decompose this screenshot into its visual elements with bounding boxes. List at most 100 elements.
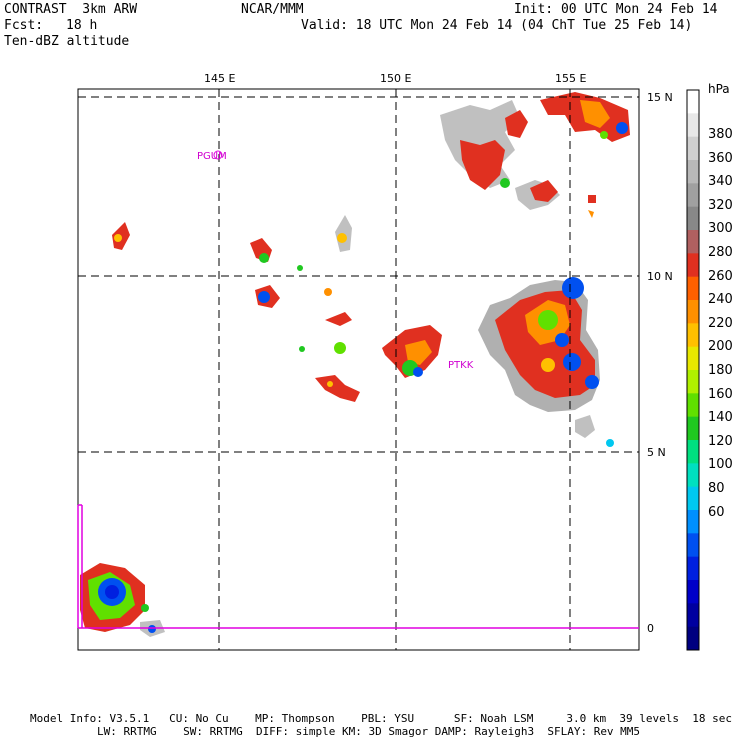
colorbar-tick-label: 120 [708,433,733,449]
precip-core [606,439,614,447]
precip-core [538,310,558,330]
precip-core [324,288,332,296]
lat-label-10: 10 N [647,270,673,283]
forecast-label: Fcst: [4,18,44,33]
domain-boundary [77,504,639,629]
colorbar-tick-label: 220 [708,315,733,331]
precip-cell [580,100,610,128]
station-pgum: PGUM [197,151,227,162]
colorbar-swatch [687,253,699,278]
precip-cells [80,92,630,637]
colorbar-swatch [687,136,699,161]
precip-core [258,291,270,303]
lon-label-155: 155 E [555,72,587,85]
precip-cell [588,210,594,218]
footer-physics-info: LW: RRTMG SW: RRTMG DIFF: simple KM: 3D … [97,725,641,738]
colorbar-swatch [687,206,699,231]
precip-core [297,265,303,271]
colorbar-swatch [687,370,699,394]
precip-core [259,253,269,263]
colorbar-swatch [687,626,699,651]
colorbar-tick-label: 280 [708,245,733,260]
colorbar-swatch [687,556,699,581]
precip-core [337,233,347,243]
lat-label-5: 5 N [647,446,666,459]
colorbar-swatch [687,393,699,418]
title-center: NCAR/MMM [241,2,304,17]
precip-cell [575,415,595,438]
precip-core [334,342,346,354]
station-ptkk: PTKK [448,360,474,371]
precip-core [114,234,122,242]
precip-core [148,625,156,633]
field-name: Ten-dBZ altitude [4,34,130,49]
lat-lon-grid [78,89,639,650]
colorbar-swatch [687,440,699,464]
precip-cell [460,140,505,190]
pgum-marker-icon [213,150,223,160]
colorbar-swatch [687,346,699,371]
colorbar-tick-label: 60 [708,504,725,520]
colorbar-tick-label: 160 [708,386,733,402]
precip-core [327,381,333,387]
colorbar [686,89,700,651]
lat-label-15: 15 N [647,91,673,104]
colorbar-swatch [687,160,699,184]
colorbar-swatch [687,276,699,301]
colorbar-tick-label: 340 [708,174,733,190]
precip-cell [325,312,352,326]
lat-label-0: 0 [647,622,654,635]
precip-core [616,122,628,134]
colorbar-swatch [687,90,699,114]
colorbar-swatch [687,603,699,628]
precip-core [500,178,510,188]
colorbar-tick-label: 360 [708,150,733,166]
colorbar-swatch [687,300,699,324]
precip-cell [530,180,558,202]
lon-label-150: 150 E [380,72,412,85]
colorbar-swatch [687,230,699,254]
precip-core [141,604,149,612]
precip-core [585,375,599,389]
colorbar-swatch [687,533,699,558]
precip-core [413,367,423,377]
colorbar-swatch [687,113,699,138]
colorbar-unit: hPa [708,82,730,96]
precip-core [541,358,555,372]
precip-cell [315,375,360,402]
valid-time: Valid: 18 UTC Mon 24 Feb 14 (04 ChT Tue … [301,18,693,33]
colorbar-tick-label: 320 [708,197,733,213]
precip-core [600,131,608,139]
colorbar-tick-label: 260 [708,268,733,284]
precip-core [563,353,581,371]
precip-core [105,585,119,599]
colorbar-swatch [687,510,699,534]
colorbar-swatch [687,463,699,488]
forecast-hour: 18 h [66,18,98,33]
map-frame [77,88,640,651]
colorbar-swatch [687,580,699,604]
colorbar-swatch [687,183,699,208]
footer-model-info: Model Info: V3.5.1 CU: No Cu MP: Thompso… [30,712,732,725]
colorbar-swatch [687,323,699,348]
colorbar-swatch [687,486,699,511]
colorbar-swatch [687,416,699,441]
colorbar-tick-label: 380 [708,127,733,142]
precip-cell [505,110,528,138]
precip-cell [588,195,596,203]
precip-core [562,277,584,299]
colorbar-tick-label: 180 [708,363,733,378]
colorbar-tick-label: 240 [708,292,733,308]
colorbar-tick-label: 200 [708,339,733,355]
colorbar-frame [686,89,700,651]
colorbar-tick-label: 140 [708,410,733,426]
colorbar-tick-label: 300 [708,221,733,237]
colorbar-tick-label: 100 [708,457,733,473]
precip-core [555,333,569,347]
precip-core [299,346,305,352]
lon-label-145: 145 E [204,72,236,85]
precip-cell [405,340,432,365]
title-left: CONTRAST 3km ARW [4,2,138,17]
init-time: Init: 00 UTC Mon 24 Feb 14 [514,2,718,17]
